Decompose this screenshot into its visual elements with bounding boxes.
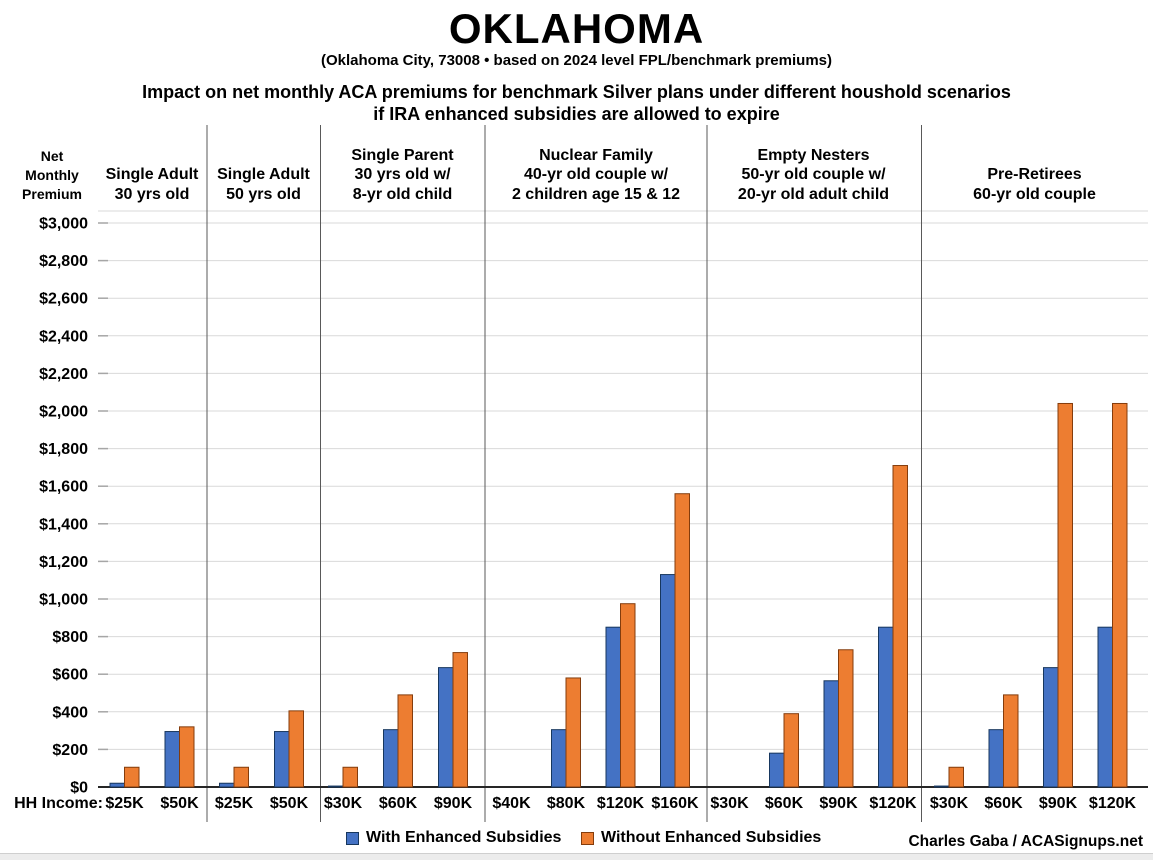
- group-header-1: Single Adult 30 yrs old: [105, 166, 199, 203]
- chart-heading-line2: if IRA enhanced subsidies are allowed to…: [373, 104, 780, 124]
- chart-title: OKLAHOMA: [448, 5, 705, 52]
- income-tick-label: $50K: [160, 795, 199, 812]
- legend-swatch-without-subsidies-icon: [581, 831, 594, 845]
- income-tick-label: $25K: [105, 795, 144, 812]
- bar-without-subsidies: [892, 465, 908, 788]
- y-tick-label: $1,600: [39, 479, 88, 496]
- bar-with-subsidies: [438, 667, 454, 788]
- y-tick-label: $2,400: [39, 328, 88, 345]
- chart-heading-line1: Impact on net monthly ACA premiums for b…: [142, 82, 1011, 102]
- bar-without-subsidies: [565, 677, 581, 788]
- bar-without-subsidies: [342, 766, 358, 788]
- bar-without-subsidies: [1112, 402, 1128, 788]
- bar-without-subsidies: [948, 766, 964, 788]
- income-tick-label: $60K: [379, 795, 418, 812]
- bar-with-subsidies: [164, 731, 180, 788]
- y-tick-label: $2,200: [39, 366, 88, 383]
- bar-without-subsidies: [783, 713, 799, 788]
- group-header-6: Pre-Retirees 60-yr old couple: [973, 166, 1096, 203]
- income-tick-label: $50K: [270, 795, 309, 812]
- y-tick-label: $2,800: [39, 253, 88, 270]
- group-header-4: Nuclear Family 40-yr old couple w/ 2 chi…: [511, 146, 681, 203]
- bar-with-subsidies: [1043, 667, 1059, 788]
- income-tick-label: $80K: [547, 795, 586, 812]
- bar-with-subsidies: [274, 731, 290, 788]
- legend-label-without-subsidies: Without Enhanced Subsidies: [601, 829, 822, 846]
- credit-text: Charles Gaba / ACASignups.net: [908, 833, 1143, 850]
- legend-label-with-subsidies: With Enhanced Subsidies: [366, 829, 562, 846]
- y-tick-label: $1,400: [39, 516, 88, 533]
- income-tick-label: $90K: [819, 795, 858, 812]
- income-tick-label: $120K: [1089, 795, 1137, 812]
- bar-without-subsidies: [452, 652, 468, 788]
- y-tick-label: $200: [52, 742, 88, 759]
- bar-with-subsidies: [988, 729, 1004, 788]
- y-tick-label: $800: [52, 629, 88, 646]
- income-tick-label: $160K: [651, 795, 699, 812]
- bar-with-subsidies: [769, 752, 785, 788]
- income-tick-label: $30K: [930, 795, 969, 812]
- income-tick-label: $40K: [492, 795, 531, 812]
- bar-with-subsidies: [219, 782, 235, 788]
- bar-without-subsidies: [179, 726, 195, 788]
- bar-without-subsidies: [620, 603, 636, 788]
- income-tick-label: $30K: [710, 795, 749, 812]
- y-tick-label: $2,600: [39, 291, 88, 308]
- y-tick-label: $0: [70, 780, 88, 797]
- bar-with-subsidies: [823, 680, 839, 788]
- y-tick-label: $600: [52, 667, 88, 684]
- income-tick-label: $60K: [765, 795, 804, 812]
- bar-without-subsidies: [288, 710, 304, 788]
- group-header-2: Single Adult 50 yrs old: [217, 166, 310, 203]
- bar-with-subsidies: [551, 729, 567, 788]
- income-tick-label: $90K: [1039, 795, 1078, 812]
- income-tick-label: $60K: [984, 795, 1023, 812]
- bar-with-subsidies: [605, 626, 621, 788]
- legend-item-with-subsidies: With Enhanced Subsidies: [346, 829, 562, 846]
- bar-with-subsidies: [328, 785, 344, 788]
- bar-without-subsidies: [838, 649, 854, 788]
- income-tick-label: $25K: [215, 795, 254, 812]
- bar-without-subsidies: [1003, 694, 1019, 788]
- legend-item-without-subsidies: Without Enhanced Subsidies: [581, 829, 822, 846]
- y-tick-label: $1,800: [39, 441, 88, 458]
- bottom-edge: [0, 853, 1153, 860]
- bar-without-subsidies: [1057, 402, 1073, 788]
- bar-with-subsidies: [660, 574, 676, 788]
- bar-with-subsidies: [1097, 626, 1113, 788]
- y-tick-label: $400: [52, 704, 88, 721]
- bar-without-subsidies: [674, 493, 690, 788]
- income-tick-label: $120K: [597, 795, 645, 812]
- bar-without-subsidies: [397, 694, 413, 788]
- legend-swatch-with-subsidies-icon: [346, 831, 359, 845]
- y-tick-label: $1,000: [39, 592, 88, 609]
- income-tick-label: $30K: [324, 795, 363, 812]
- y-axis-title: Net Monthly Premium: [22, 148, 82, 202]
- bar-with-subsidies: [934, 785, 950, 788]
- hh-income-label: HH Income:: [14, 795, 103, 812]
- bar-without-subsidies: [124, 766, 140, 788]
- income-tick-label: $120K: [869, 795, 917, 812]
- income-tick-label: $90K: [434, 795, 473, 812]
- bar-without-subsidies: [233, 766, 249, 788]
- y-tick-label: $1,200: [39, 554, 88, 571]
- bar-with-subsidies: [109, 782, 125, 788]
- y-tick-label: $3,000: [39, 216, 88, 233]
- bar-with-subsidies: [383, 729, 399, 788]
- group-header-3: Single Parent 30 yrs old w/ 8-yr old chi…: [351, 146, 454, 203]
- bar-with-subsidies: [878, 626, 894, 788]
- group-header-5: Empty Nesters 50-yr old couple w/ 20-yr …: [737, 146, 890, 203]
- chart-subtitle: (Oklahoma City, 73008 • based on 2024 le…: [320, 52, 832, 69]
- y-tick-label: $2,000: [39, 404, 88, 421]
